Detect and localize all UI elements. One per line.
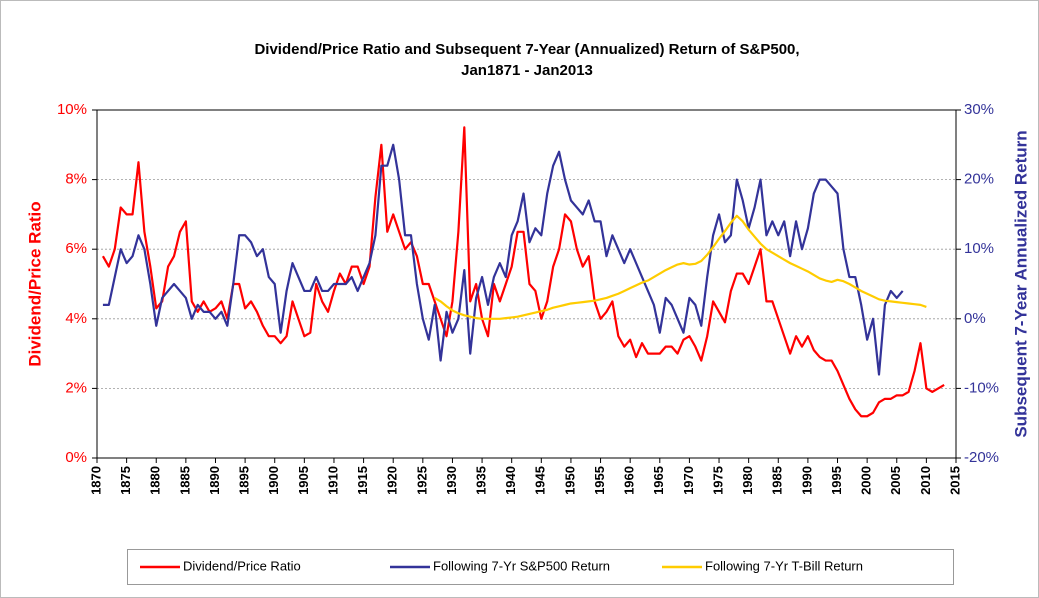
x-tick-label: 1875 [118, 466, 133, 495]
y-tick-label: 2% [65, 379, 87, 396]
x-tick-label: 1990 [799, 466, 814, 495]
x-tick-label: 1995 [829, 466, 844, 495]
x-tick-label: 1975 [710, 466, 725, 495]
x-tick-label: 1900 [266, 466, 281, 495]
chart-subtitle: Jan1871 - Jan2013 [461, 62, 593, 79]
series-line [434, 214, 927, 320]
x-tick-label: 2010 [918, 466, 933, 495]
legend-label: Following 7-Yr T-Bill Return [705, 558, 863, 573]
x-tick-label: 1905 [296, 466, 311, 495]
x-tick-label: 1980 [740, 466, 755, 495]
x-tick-label: 1955 [592, 466, 607, 495]
x-tick-label: 2015 [947, 466, 962, 495]
y2-tick-label: 0% [964, 310, 986, 327]
y2-tick-label: -10% [964, 379, 999, 396]
x-tick-label: 2000 [859, 466, 874, 495]
x-tick-label: 1965 [651, 466, 666, 495]
chart-title: Dividend/Price Ratio and Subsequent 7-Ye… [254, 41, 799, 58]
x-tick-label: 1945 [533, 466, 548, 495]
plot-border [96, 109, 957, 459]
x-tick-label: 1925 [414, 466, 429, 495]
x-tick-label: 1885 [177, 466, 192, 495]
x-tick-label: 1935 [474, 466, 489, 495]
y2-tick-label: 20% [964, 171, 994, 188]
y-tick-label: 8% [65, 171, 87, 188]
legend-label: Following 7-Yr S&P500 Return [433, 558, 610, 573]
x-tick-label: 1915 [355, 466, 370, 495]
x-tick-label: 1920 [385, 466, 400, 495]
x-tick-label: 1870 [88, 466, 103, 495]
y2-tick-label: 30% [964, 101, 994, 118]
x-tick-label: 2005 [888, 466, 903, 495]
x-tick-label: 1960 [622, 466, 637, 495]
x-tick-label: 1895 [237, 466, 252, 495]
x-tick-label: 1910 [325, 466, 340, 495]
y2-axis-title: Subsequent 7-Year Annualized Return [1011, 130, 1030, 437]
series-line [102, 143, 904, 376]
y-tick-label: 4% [65, 310, 87, 327]
series-line [101, 126, 945, 418]
y-tick-label: 0% [65, 449, 87, 466]
x-tick-label: 1890 [207, 466, 222, 495]
x-tick-label: 1950 [562, 466, 577, 495]
y-tick-label: 6% [65, 240, 87, 257]
y2-tick-label: 10% [964, 240, 994, 257]
y2-tick-label: -20% [964, 449, 999, 466]
y-tick-label: 10% [57, 101, 87, 118]
x-tick-label: 1880 [148, 466, 163, 495]
legend-box [127, 549, 954, 585]
x-tick-label: 1940 [503, 466, 518, 495]
y-axis-title: Dividend/Price Ratio [25, 201, 44, 366]
x-tick-label: 1970 [681, 466, 696, 495]
x-tick-label: 1930 [444, 466, 459, 495]
legend-label: Dividend/Price Ratio [183, 558, 301, 573]
x-tick-label: 1985 [770, 466, 785, 495]
